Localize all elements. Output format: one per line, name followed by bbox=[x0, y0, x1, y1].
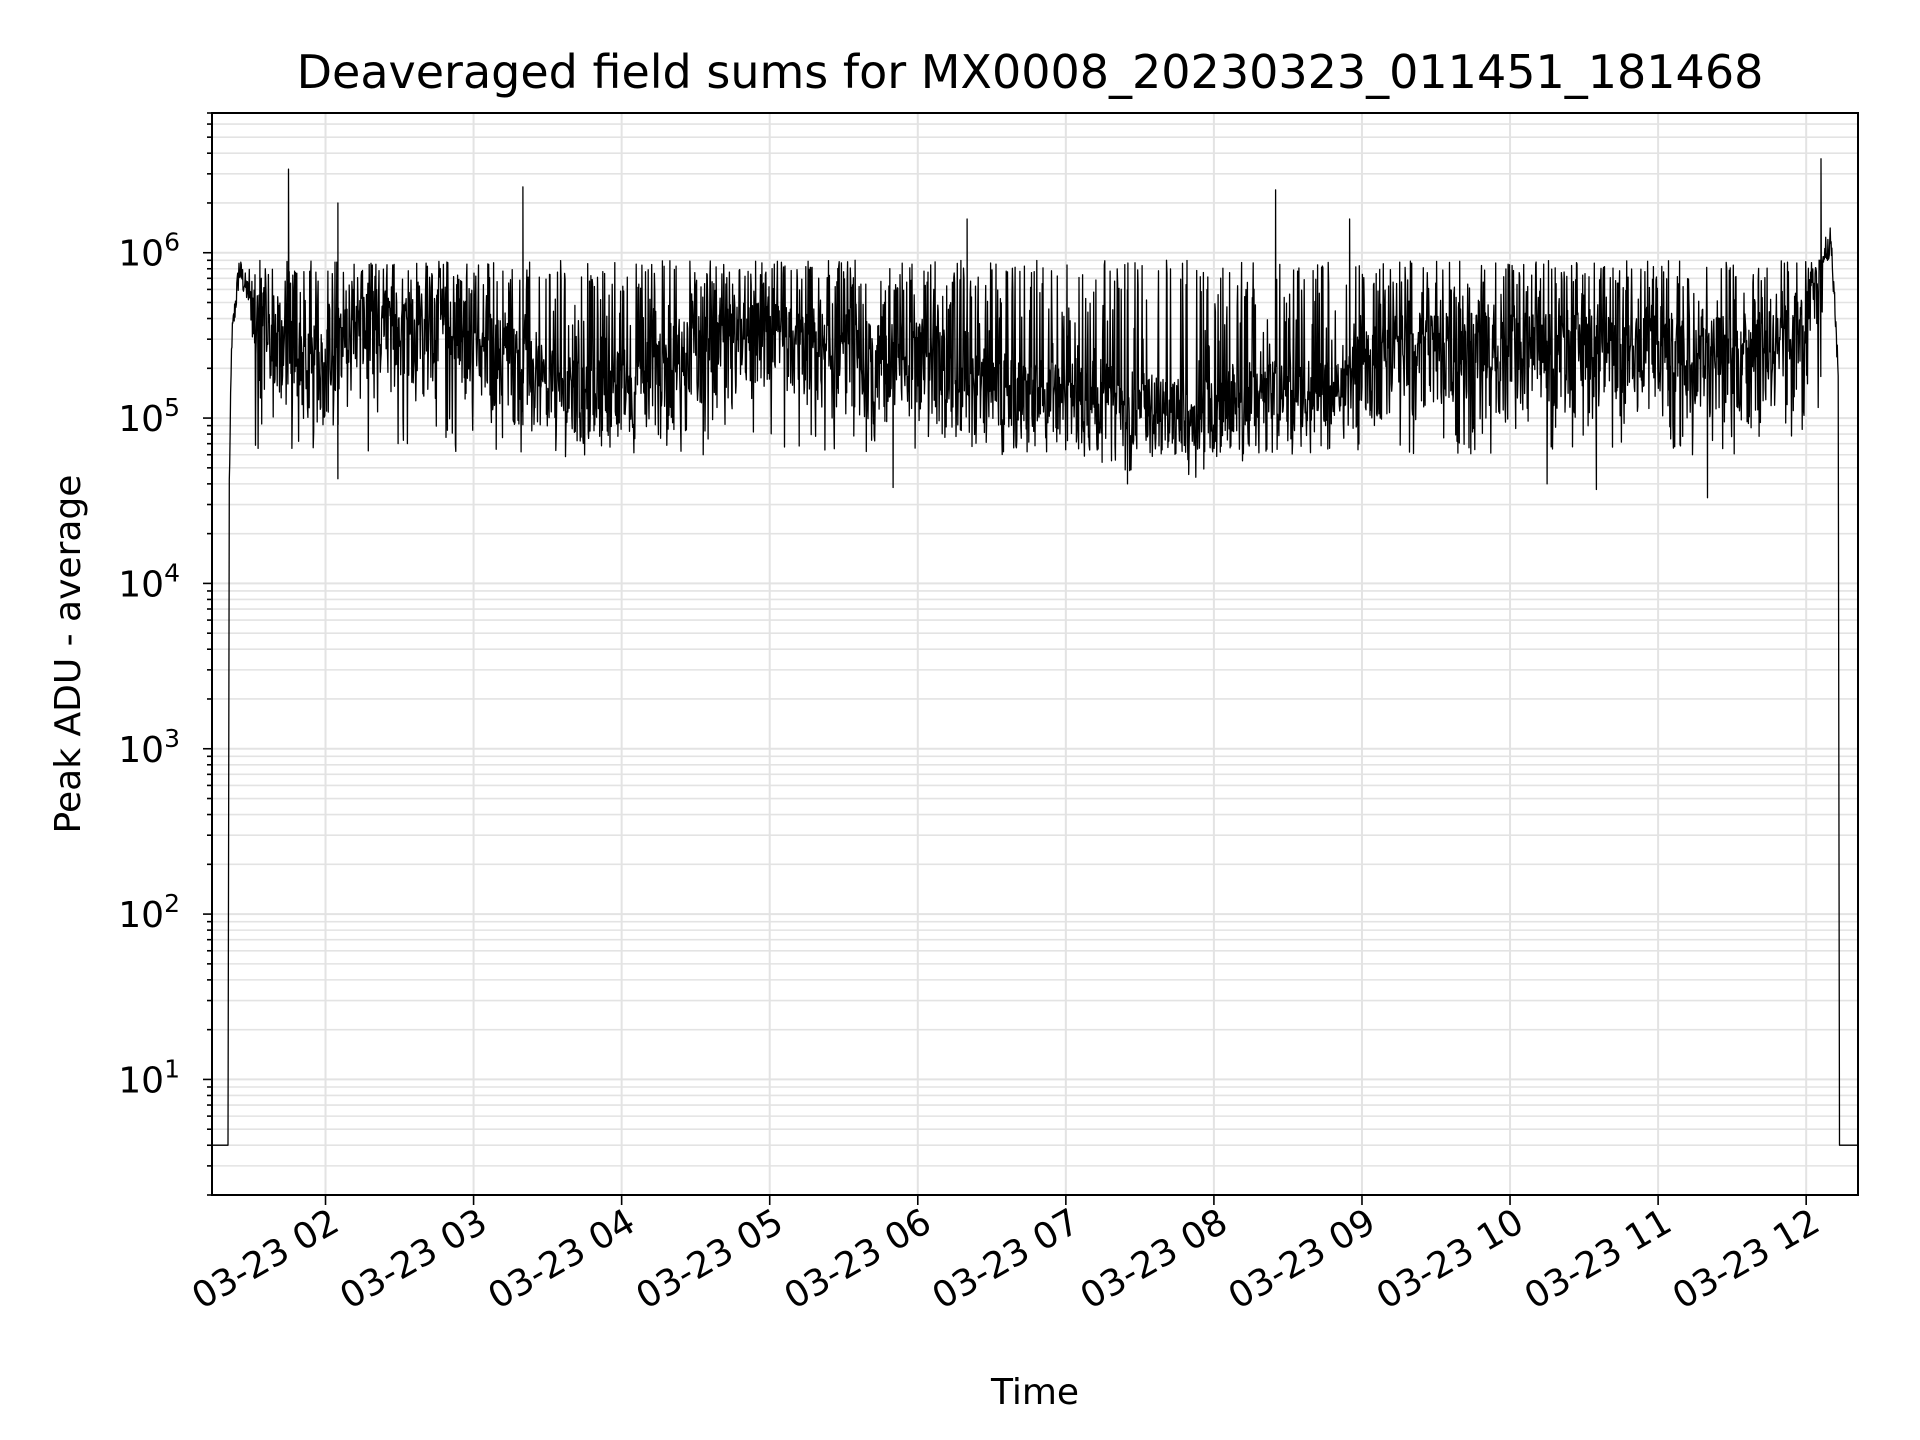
y-tick-label: 101 bbox=[118, 1054, 180, 1101]
y-axis: 101 102 103 104 105 106 bbox=[118, 112, 212, 1196]
plot-background bbox=[212, 113, 1858, 1195]
y-axis-label: Peak ADU - average bbox=[48, 475, 89, 834]
y-tick-label: 104 bbox=[118, 558, 180, 605]
x-axis-label: Time bbox=[990, 1372, 1079, 1413]
series-layer bbox=[212, 158, 1858, 1146]
plot-area bbox=[211, 112, 1859, 1196]
y-tick-label: 105 bbox=[118, 393, 180, 440]
series-line bbox=[212, 158, 1858, 1146]
plot-frame bbox=[211, 112, 1859, 1196]
y-tick-label: 103 bbox=[118, 724, 180, 771]
y-tick-label: 106 bbox=[118, 228, 180, 275]
y-tick-label: 102 bbox=[118, 889, 180, 936]
chart-title: Deaveraged field sums for MX0008_2023032… bbox=[297, 45, 1764, 99]
